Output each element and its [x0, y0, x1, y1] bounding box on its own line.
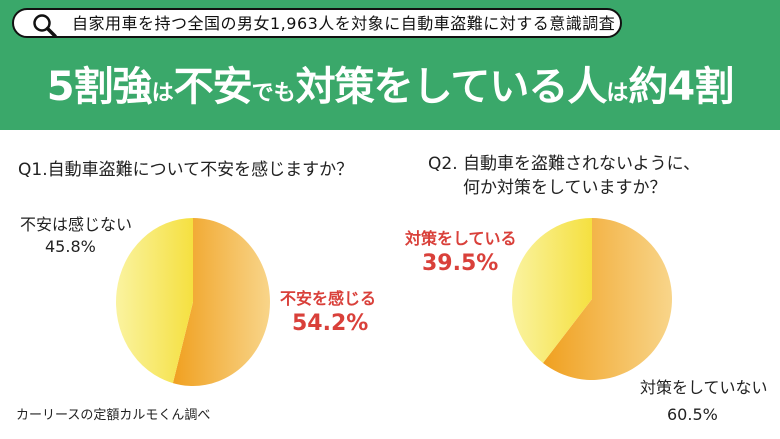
headline-segment: でも [251, 81, 296, 106]
headline-segment: 約4割 [628, 64, 734, 110]
headline-segment: は [151, 81, 174, 106]
headline-segment: 不安 [173, 64, 253, 110]
q2-value-no-measures: 60.5% [667, 405, 718, 424]
q1-label-anxious: 不安を感じる [280, 289, 377, 308]
headline: 5割強は不安でも対策をしている人は約4割 [0, 54, 780, 112]
magnifier-icon [33, 14, 57, 38]
q1-title: Q1.自動車盗難について不安を感じますか？ [18, 160, 354, 180]
q1-slice-no-anxiety [116, 218, 193, 384]
q2-label-has-measures: 対策をしている [405, 229, 517, 248]
survey-note-pill: 自家用車を持つ全国の男女1,963人を対象に自動車盗難に対する意識調査 [12, 8, 622, 38]
q2-title-line1: Q2. 自動車を盗難されないように、 [428, 154, 701, 174]
q1-pie-chart [116, 218, 270, 386]
q2-value-has-measures: 39.5% [422, 251, 499, 276]
q2-slice-has-measures [511, 218, 592, 364]
source-note: カーリースの定額カルモくん調べ [16, 408, 211, 423]
headline-segment: 5割強 [46, 64, 153, 110]
survey-note: 自家用車を持つ全国の男女1,963人を対象に自動車盗難に対する意識調査 [72, 14, 616, 33]
header-banner: 自家用車を持つ全国の男女1,963人を対象に自動車盗難に対する意識調査 5割強は… [0, 0, 780, 130]
headline-segment: は [606, 81, 629, 106]
q1-value-no-anxiety: 45.8% [45, 237, 96, 256]
q2-title-line2: 何か対策をしていますか？ [463, 178, 667, 198]
q2-slice-no-measures [542, 218, 672, 380]
q1-slice-anxious [172, 218, 270, 386]
q2-label-no-measures: 対策をしていない [640, 378, 768, 397]
q1-label-no-anxiety: 不安は感じない [20, 215, 133, 234]
headline-segment: 対策をしている人 [295, 64, 608, 110]
q2-pie-chart [511, 218, 672, 380]
q1-value-anxious: 54.2% [292, 311, 369, 336]
